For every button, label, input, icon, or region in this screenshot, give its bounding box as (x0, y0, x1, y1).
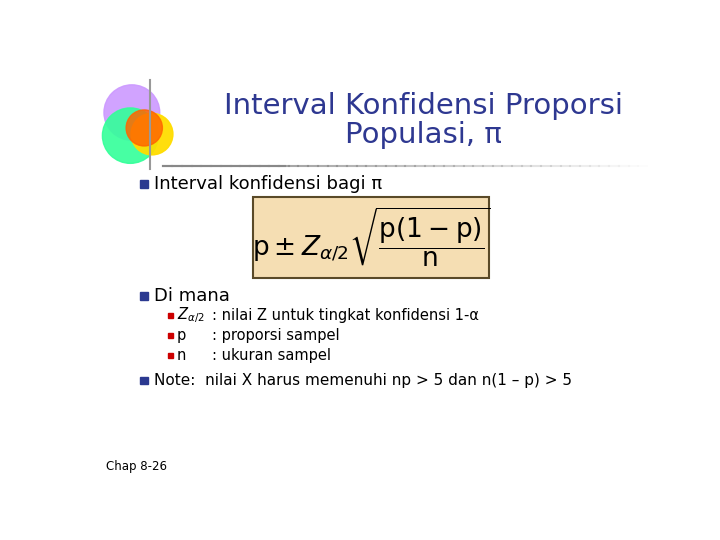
Text: : proporsi sampel: : proporsi sampel (212, 328, 339, 342)
Text: Populasi, π: Populasi, π (345, 121, 502, 149)
Circle shape (102, 108, 158, 164)
Text: n: n (177, 348, 186, 362)
Text: : nilai Z untuk tingkat konfidensi 1-α: : nilai Z untuk tingkat konfidensi 1-α (212, 308, 479, 322)
Text: Interval konfidensi bagi π: Interval konfidensi bagi π (154, 175, 382, 193)
Text: Interval Konfidensi Proporsi: Interval Konfidensi Proporsi (224, 92, 623, 120)
FancyBboxPatch shape (168, 313, 173, 318)
FancyBboxPatch shape (168, 353, 173, 358)
Text: $\mathrm{p} \pm Z_{\alpha/2}\sqrt{\dfrac{\mathrm{p}(1-\mathrm{p})}{\mathrm{n}}}$: $\mathrm{p} \pm Z_{\alpha/2}\sqrt{\dfrac… (251, 206, 490, 270)
Text: Note:  nilai X harus memenuhi np > 5 dan n(1 – p) > 5: Note: nilai X harus memenuhi np > 5 dan … (154, 373, 572, 388)
Text: Chap 8-26: Chap 8-26 (106, 460, 166, 473)
FancyBboxPatch shape (140, 377, 148, 384)
Text: : ukuran sampel: : ukuran sampel (212, 348, 330, 362)
FancyBboxPatch shape (140, 180, 148, 188)
FancyBboxPatch shape (140, 292, 148, 300)
Circle shape (131, 113, 173, 155)
FancyBboxPatch shape (168, 333, 173, 338)
Text: Di mana: Di mana (154, 287, 230, 305)
FancyBboxPatch shape (253, 197, 489, 278)
Text: $Z_{\alpha/2}$: $Z_{\alpha/2}$ (177, 305, 204, 325)
Circle shape (126, 110, 163, 146)
Text: p: p (177, 328, 186, 342)
Circle shape (104, 85, 160, 140)
